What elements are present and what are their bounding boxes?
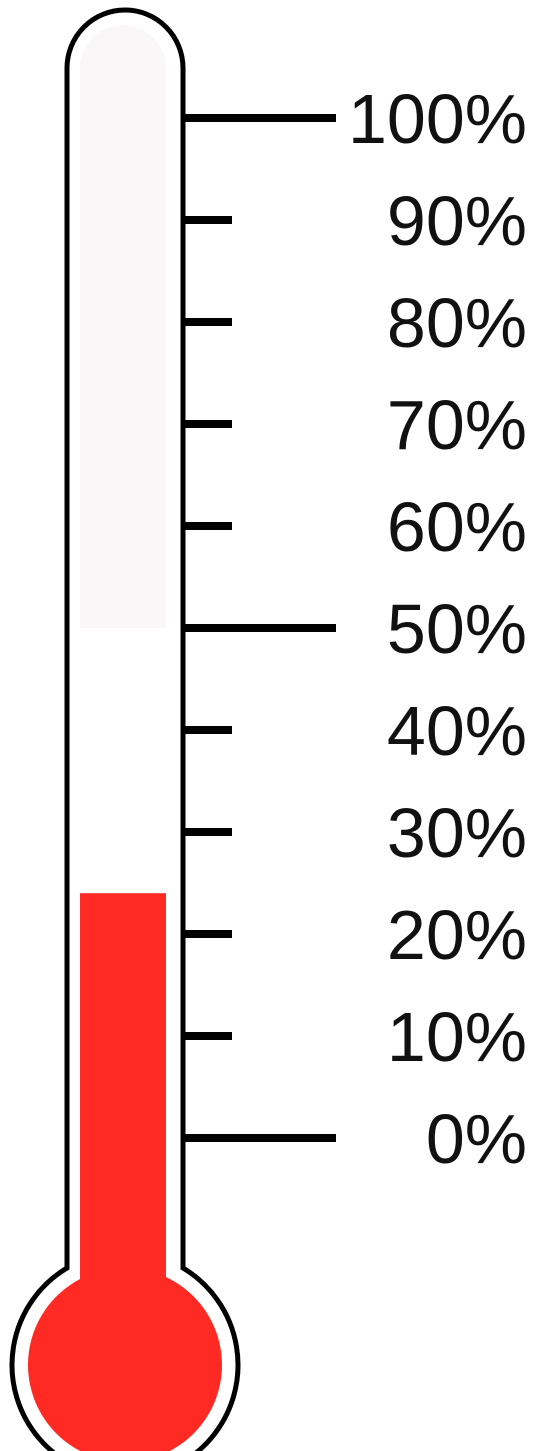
- mercury-column: [28, 893, 222, 1451]
- tick-label-10: 10%: [387, 998, 527, 1076]
- thermometer-body: [9, 7, 241, 1451]
- tick-label-80: 80%: [387, 284, 527, 362]
- tick-label-60: 60%: [387, 488, 527, 566]
- tick-label-20: 20%: [387, 896, 527, 974]
- thermometer-outline: [9, 7, 241, 1451]
- tick-label-100: 100%: [348, 80, 527, 158]
- tick-label-0: 0%: [426, 1100, 527, 1178]
- mercury-bulb: [28, 1268, 222, 1451]
- tick-labels: 100% 90% 80% 70% 60% 50% 40% 30% 20% 10% 0%: [348, 80, 527, 1178]
- mercury-bar: [80, 893, 166, 1345]
- tick-label-70: 70%: [387, 386, 527, 464]
- tick-label-40: 40%: [387, 692, 527, 770]
- tick-marks: [185, 114, 336, 1142]
- tick-label-90: 90%: [387, 182, 527, 260]
- tick-label-50: 50%: [387, 590, 527, 668]
- tick-label-30: 30%: [387, 794, 527, 872]
- tube-upper-band: [80, 25, 166, 628]
